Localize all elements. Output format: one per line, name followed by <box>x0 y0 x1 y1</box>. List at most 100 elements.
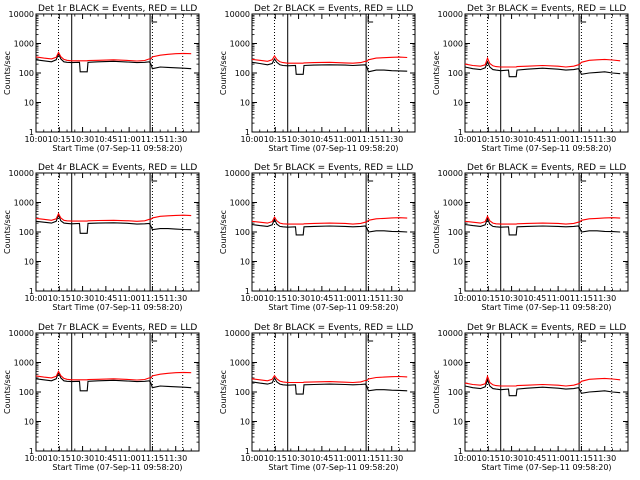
chart-panel-1: Det 1r BLACK = Events, RED = LLD 1 10 100 10… <box>3 4 200 153</box>
y-axis-label: Counts/sec <box>432 51 441 95</box>
x-tick-label: 11:00 <box>547 294 570 303</box>
y-tick-label: 10 <box>24 418 34 427</box>
y-tick-label: 100 <box>19 228 34 237</box>
y-axis-label: Counts/sec <box>219 51 228 95</box>
x-tick-label: 11:15 <box>141 294 164 303</box>
x-tick-label: 10:30 <box>71 454 94 463</box>
events-series-line <box>251 57 408 75</box>
y-tick-label: 100 <box>235 388 250 397</box>
x-tick-label: 11:00 <box>334 294 357 303</box>
x-tick-label: 10:00 <box>453 294 476 303</box>
x-tick-label: 10:00 <box>24 135 47 144</box>
y-tick-label: 10 <box>24 99 34 108</box>
y-tick-label: 1 <box>245 128 250 137</box>
x-axis-label: Start Time (07-Sep-11 09:58:20) <box>268 303 398 312</box>
y-tick-label: 10000 <box>225 329 250 338</box>
flag-marker <box>151 175 158 182</box>
x-tick-label: 11:00 <box>334 454 357 463</box>
x-tick-label: 11:30 <box>380 294 403 303</box>
x-tick-label: 10:15 <box>48 294 71 303</box>
chart-title: Det 7r BLACK = Events, RED = LLD <box>38 323 197 333</box>
x-tick-label: 10:30 <box>287 294 310 303</box>
y-axis-label: Counts/sec <box>3 51 12 95</box>
chart-panel-5: Det 5r BLACK = Events, RED = LLD 1 10 100 10… <box>219 163 416 312</box>
flag-marker <box>580 335 587 342</box>
events-series-line <box>464 60 621 78</box>
y-tick-label: 1000 <box>443 40 463 49</box>
x-tick-label: 11:15 <box>570 135 593 144</box>
y-tick-label: 1 <box>29 287 34 296</box>
events-series-line <box>251 217 408 236</box>
chart-title: Det 1r BLACK = Events, RED = LLD <box>38 4 197 14</box>
x-tick-label: 10:15 <box>264 454 287 463</box>
y-tick-label: 1 <box>458 447 463 456</box>
flag-marker <box>367 175 374 182</box>
x-tick-label: 11:15 <box>570 454 593 463</box>
y-tick-label: 10 <box>240 258 250 267</box>
lld-series-line <box>251 215 408 225</box>
chart-panel-8: Det 8r BLACK = Events, RED = LLD 1 10 100 10… <box>219 323 416 472</box>
chart-panel-6: Det 6r BLACK = Events, RED = LLD 1 10 100 10… <box>432 163 629 312</box>
x-tick-label: 10:15 <box>477 454 500 463</box>
chart-title: Det 9r BLACK = Events, RED = LLD <box>467 323 626 333</box>
flag-marker <box>580 16 587 23</box>
y-tick-label: 10000 <box>9 10 34 19</box>
chart-panel-9: Det 9r BLACK = Events, RED = LLD 1 10 100 10… <box>432 323 629 472</box>
chart-panel-4: Det 4r BLACK = Events, RED = LLD 1 10 100 10… <box>3 163 200 312</box>
x-tick-label: 11:00 <box>118 454 141 463</box>
y-axis-label: Counts/sec <box>3 210 12 254</box>
x-tick-label: 11:00 <box>334 135 357 144</box>
x-tick-label: 10:15 <box>48 135 71 144</box>
x-axis-label: Start Time (07-Sep-11 09:58:20) <box>481 144 611 153</box>
x-tick-label: 11:30 <box>593 135 616 144</box>
y-tick-label: 1000 <box>14 359 34 368</box>
y-tick-label: 10000 <box>438 169 463 178</box>
x-tick-label: 11:15 <box>357 294 380 303</box>
x-tick-label: 11:15 <box>570 294 593 303</box>
y-tick-label: 10000 <box>225 169 250 178</box>
y-axis-label: Counts/sec <box>432 210 441 254</box>
flag-marker <box>367 16 374 23</box>
x-axis-label: Start Time (07-Sep-11 09:58:20) <box>52 303 182 312</box>
x-tick-label: 10:00 <box>240 454 263 463</box>
y-tick-label: 100 <box>448 388 463 397</box>
events-series-line <box>35 52 192 73</box>
y-tick-label: 10000 <box>225 10 250 19</box>
y-axis-label: Counts/sec <box>3 370 12 414</box>
x-tick-label: 10:45 <box>523 135 546 144</box>
lld-series-line <box>251 374 408 384</box>
y-axis-label: Counts/sec <box>432 370 441 414</box>
y-axis-label: Counts/sec <box>219 210 228 254</box>
chart-title: Det 5r BLACK = Events, RED = LLD <box>254 163 413 173</box>
x-axis-label: Start Time (07-Sep-11 09:58:20) <box>52 144 182 153</box>
y-tick-label: 1 <box>245 287 250 296</box>
x-tick-label: 10:15 <box>477 294 500 303</box>
flag-marker <box>580 175 587 182</box>
x-axis-label: Start Time (07-Sep-11 09:58:20) <box>481 463 611 472</box>
y-tick-label: 10 <box>240 418 250 427</box>
x-tick-label: 10:45 <box>310 135 333 144</box>
y-tick-label: 100 <box>448 228 463 237</box>
y-tick-label: 100 <box>19 388 34 397</box>
x-tick-label: 10:45 <box>523 294 546 303</box>
x-tick-label: 11:00 <box>118 135 141 144</box>
y-tick-label: 1 <box>29 447 34 456</box>
x-tick-label: 11:15 <box>141 454 164 463</box>
y-axis-label: Counts/sec <box>219 370 228 414</box>
chart-title: Det 4r BLACK = Events, RED = LLD <box>38 163 197 173</box>
x-tick-label: 11:30 <box>164 454 187 463</box>
plot-frame <box>35 172 200 292</box>
x-tick-label: 10:45 <box>94 454 117 463</box>
x-tick-label: 11:00 <box>547 454 570 463</box>
y-tick-label: 1000 <box>14 40 34 49</box>
events-series-line <box>464 378 621 397</box>
x-tick-label: 11:30 <box>593 294 616 303</box>
x-tick-label: 10:15 <box>264 135 287 144</box>
events-series-line <box>35 371 192 392</box>
y-tick-label: 100 <box>19 69 34 78</box>
y-tick-label: 1000 <box>230 359 250 368</box>
flag-marker <box>151 16 158 23</box>
chart-panel-7: Det 7r BLACK = Events, RED = LLD 1 10 100 10… <box>3 323 200 472</box>
events-series-line <box>251 376 408 395</box>
x-tick-label: 10:30 <box>500 294 523 303</box>
